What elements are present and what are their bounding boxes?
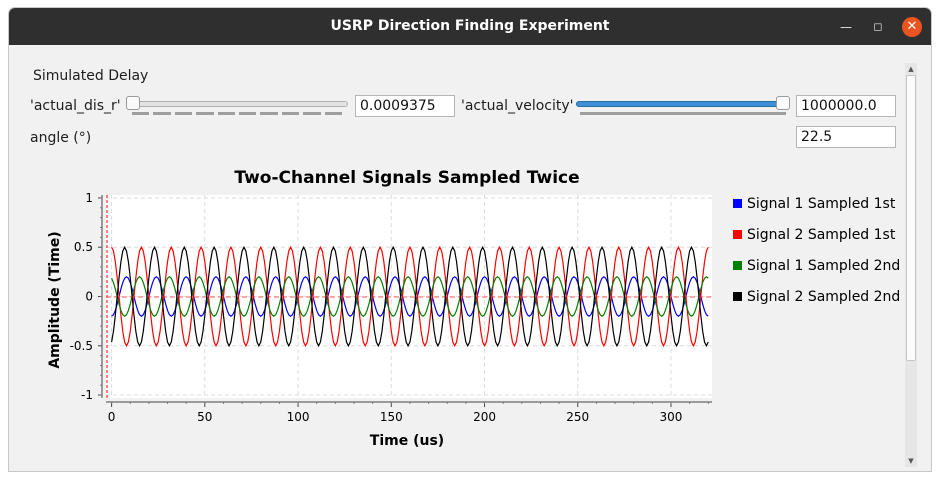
vel-slider-ticks [580,112,786,115]
maximize-icon[interactable]: ◻ [873,20,883,33]
slider-tick [217,112,235,115]
dis-value-field[interactable] [355,95,455,117]
series-line-3 [111,276,709,317]
y-tick-label: 1 [85,191,93,205]
y-tick-label: -0.5 [70,339,93,353]
x-axis: 0 50 100 150 200 250 300 [106,401,712,424]
close-icon[interactable]: ✕ [902,17,922,37]
slider-tick [260,112,278,115]
slider-tick [153,112,171,115]
legend-swatch [733,261,742,270]
slider-tick [324,112,342,115]
y-tick-label: -1 [81,388,93,402]
vel-slider[interactable] [576,95,790,119]
slider-tick [174,112,193,115]
angle-value-field[interactable] [796,126,896,148]
chart: Two-Channel Signals Sampled Twice 1 0.5 0 -… [47,168,900,449]
legend-swatch [733,199,742,208]
y-axis-label: Amplitude (Time) [47,231,63,368]
window-title: USRP Direction Finding Experiment [330,18,610,34]
y-axis: 1 0.5 0 -0.5 -1 [70,191,103,402]
legend-swatch [733,230,742,239]
vertical-scrollbar[interactable]: ▲ ▼ [905,63,917,467]
legend-entry: Signal 1 Sampled 1st [747,196,896,212]
content-area: Simulated Delay 'actual_dis_r' 'actual_v… [9,45,931,471]
title-bar[interactable]: USRP Direction Finding Experiment — ◻ ✕ [9,8,931,45]
vel-slider-fill [576,101,784,107]
legend-entry: Signal 2 Sampled 2nd [747,289,900,305]
dis-label: 'actual_dis_r' [30,98,121,114]
y-tick-label: 0 [85,290,93,304]
legend-swatch [733,292,742,301]
minimize-icon[interactable]: — [840,20,852,34]
app-window: USRP Direction Finding Experiment — ◻ ✕ … [9,8,931,471]
scrollbar-thumb[interactable] [906,75,916,361]
vel-value-field[interactable] [796,95,896,117]
x-tick-label: 150 [380,410,403,424]
slider-tick [196,112,214,115]
x-tick-label: 300 [660,410,683,424]
x-tick-label: 0 [108,410,116,424]
scroll-up-icon[interactable]: ▲ [908,65,914,73]
legend-entry: Signal 1 Sampled 2nd [747,258,900,274]
dis-slider[interactable] [126,95,348,119]
chart-title: Two-Channel Signals Sampled Twice [234,168,579,188]
legend-entry: Signal 2 Sampled 1st [747,227,896,243]
dis-slider-handle[interactable] [126,96,140,110]
x-tick-label: 250 [566,410,589,424]
vel-slider-handle[interactable] [776,96,790,110]
section-label: Simulated Delay [33,68,149,84]
y-tick-label: 0.5 [74,240,93,254]
series-group [110,245,709,348]
angle-label: angle (°) [30,130,92,146]
x-axis-label: Time (us) [370,433,444,449]
slider-tick [239,112,257,115]
slider-tick [132,112,150,115]
x-tick-label: 100 [287,410,310,424]
series-line-4 [110,245,709,348]
slider-tick [281,112,300,115]
series-line-2 [111,245,709,348]
dis-slider-groove [126,101,348,107]
x-tick-label: 200 [473,410,496,424]
scroll-down-icon[interactable]: ▼ [908,457,914,465]
dis-slider-ticks [130,112,344,115]
vel-label: 'actual_velocity' [461,98,574,114]
legend: Signal 1 Sampled 1st Signal 2 Sampled 1st… [733,196,900,305]
slider-tick [303,112,321,115]
x-tick-label: 50 [197,410,212,424]
